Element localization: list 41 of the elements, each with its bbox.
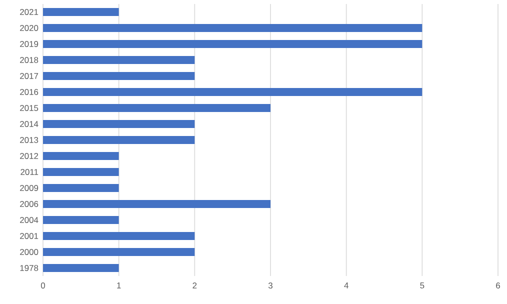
bar (43, 152, 119, 160)
y-tick-label: 2011 (20, 169, 38, 175)
bar (43, 200, 270, 208)
bar (43, 88, 422, 96)
y-tick-label: 2009 (20, 185, 38, 191)
bar (43, 216, 119, 224)
bar (43, 136, 195, 144)
bar (43, 248, 195, 256)
bar (43, 56, 195, 64)
bar (43, 104, 270, 112)
y-tick-label: 2004 (20, 217, 38, 223)
y-tick-label: 2001 (20, 233, 38, 239)
x-tick-label: 2 (192, 282, 197, 288)
y-tick-label: 2020 (20, 25, 38, 31)
x-tick-label: 6 (496, 282, 500, 289)
y-tick-label: 2013 (20, 137, 38, 143)
y-tick-label: 2019 (20, 41, 38, 47)
y-tick-label: 2021 (20, 9, 38, 15)
y-tick-label: 2018 (20, 57, 38, 63)
bar (43, 8, 119, 16)
x-tick-label: 5 (420, 282, 424, 288)
x-tick-label: 0 (40, 282, 46, 289)
y-tick-label: 2016 (20, 89, 38, 95)
y-tick-label: 2012 (20, 153, 38, 159)
x-tick-label: 4 (344, 282, 348, 288)
bar (43, 232, 195, 240)
y-tick-label: 2015 (20, 105, 38, 111)
bar (43, 40, 422, 48)
y-tick-label: 2006 (20, 201, 38, 207)
bar (43, 184, 119, 192)
y-tick-label: 2017 (20, 73, 38, 79)
x-tick-label: 1 (117, 282, 121, 288)
bar (43, 24, 422, 32)
bar (43, 168, 119, 176)
y-tick-label: 2000 (20, 249, 38, 255)
bar (43, 264, 119, 272)
x-tick-label: 3 (268, 282, 272, 289)
bar (43, 120, 195, 128)
bar (43, 72, 195, 80)
y-tick-label: 1978 (20, 265, 38, 271)
y-tick-label: 2014 (20, 121, 38, 127)
